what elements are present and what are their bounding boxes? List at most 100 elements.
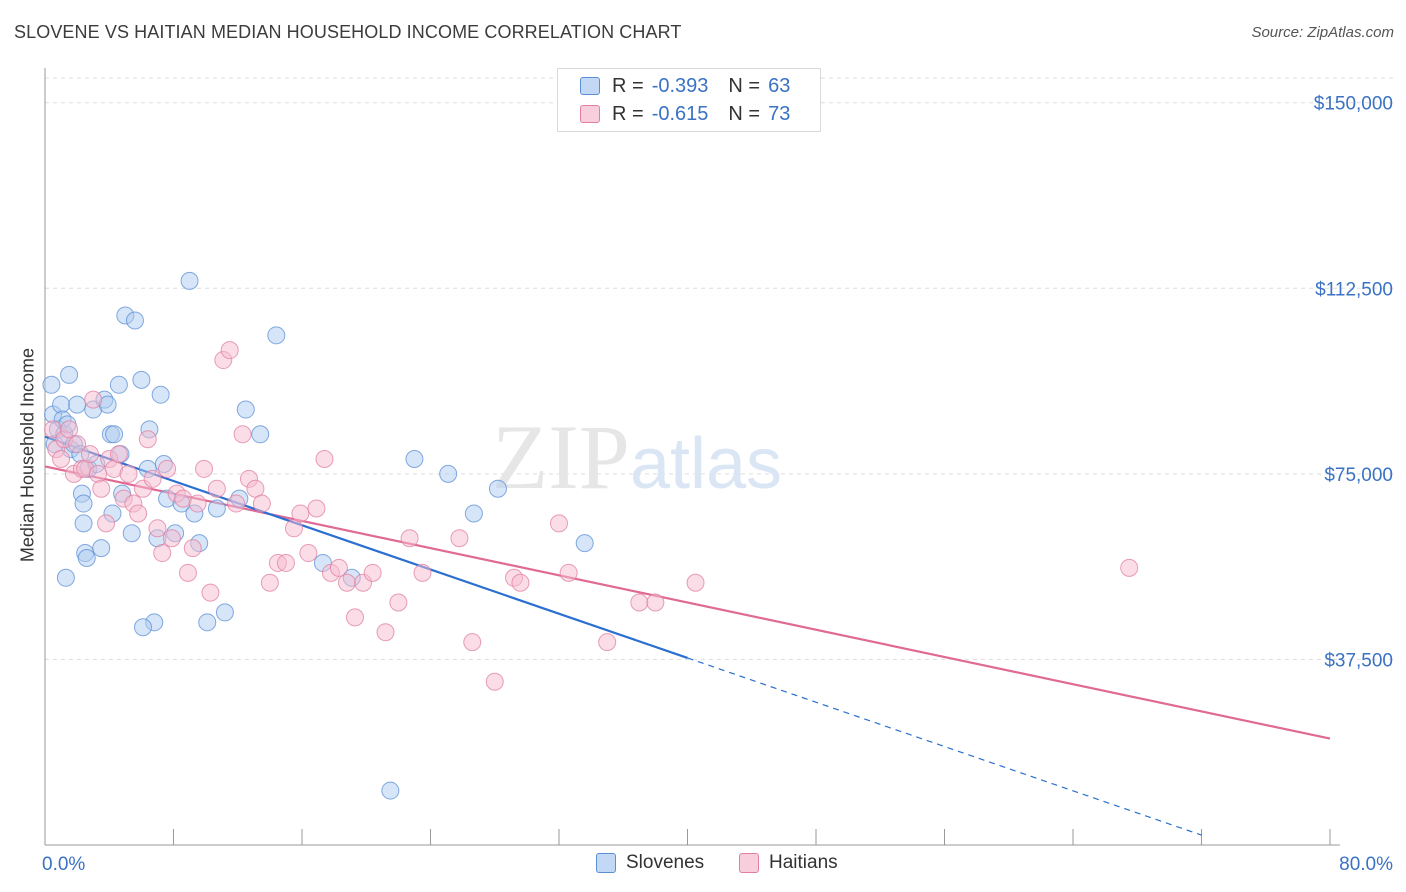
slovene-trend-extension bbox=[687, 657, 1202, 836]
legend-item-haitians: Haitians bbox=[739, 852, 838, 874]
haitians-swatch bbox=[580, 105, 600, 123]
y-tick-label: $37,500 bbox=[1324, 650, 1393, 671]
haitian-point bbox=[389, 593, 408, 612]
slovene-point bbox=[56, 568, 75, 587]
n-label: N = bbox=[728, 74, 761, 97]
haitian-point bbox=[598, 633, 617, 652]
haitian-point bbox=[68, 435, 87, 454]
r-value: -0.615 bbox=[651, 102, 709, 125]
haitian-point bbox=[363, 563, 382, 582]
haitian-point bbox=[158, 459, 177, 478]
slovene-point bbox=[488, 479, 507, 498]
haitian-point bbox=[485, 672, 504, 691]
slovene-point bbox=[52, 395, 71, 414]
y-tick-label: $112,500 bbox=[1315, 279, 1393, 300]
slovene-point bbox=[381, 781, 400, 800]
haitian-point bbox=[284, 519, 303, 538]
haitian-point bbox=[89, 464, 108, 483]
haitian-point bbox=[183, 539, 202, 558]
haitian-point bbox=[686, 573, 705, 592]
haitian-point bbox=[450, 529, 469, 548]
data-points bbox=[42, 271, 1139, 800]
haitian-point bbox=[178, 563, 197, 582]
slovene-point bbox=[68, 395, 87, 414]
slovene-point bbox=[267, 326, 286, 345]
n-label: N = bbox=[728, 102, 761, 125]
x-tick-label: 0.0% bbox=[42, 854, 85, 875]
haitian-point bbox=[119, 464, 138, 483]
slovene-point bbox=[92, 539, 111, 558]
legend-item-slovenes: Slovenes bbox=[596, 852, 704, 874]
haitian-point bbox=[80, 445, 99, 464]
slovene-point bbox=[439, 464, 458, 483]
haitian-point bbox=[630, 593, 649, 612]
haitian-point bbox=[148, 519, 167, 538]
haitian-point bbox=[346, 608, 365, 627]
haitian-point bbox=[153, 544, 172, 563]
haitian-point bbox=[109, 445, 128, 464]
haitian-point bbox=[376, 623, 395, 642]
slovene-point bbox=[198, 613, 217, 632]
haitian-point bbox=[559, 563, 578, 582]
haitian-point bbox=[188, 494, 207, 513]
haitian-point bbox=[97, 514, 116, 533]
slovenes-swatch bbox=[580, 77, 600, 95]
haitian-point bbox=[1120, 558, 1139, 577]
haitian-point bbox=[162, 529, 181, 548]
haitian-point bbox=[329, 558, 348, 577]
legend-row-haitians: R = -0.615 N = 73 bbox=[580, 103, 790, 125]
slovene-point bbox=[74, 494, 93, 513]
slovenes-legend-label: Slovenes bbox=[626, 852, 705, 873]
haitian-point bbox=[299, 544, 318, 563]
haitian-point bbox=[227, 494, 246, 513]
haitian-point bbox=[260, 573, 279, 592]
chart-title: SLOVENE VS HAITIAN MEDIAN HOUSEHOLD INCO… bbox=[14, 22, 682, 42]
y-tick-labels: $37,500 $75,000 $112,500 $150,000 bbox=[1314, 94, 1393, 672]
haitian-point bbox=[195, 459, 214, 478]
haitian-point bbox=[201, 583, 220, 602]
haitian-point bbox=[246, 479, 265, 498]
haitian-point bbox=[129, 504, 148, 523]
slovene-point bbox=[405, 450, 424, 469]
y-tick-label: $75,000 bbox=[1324, 465, 1393, 486]
slovene-point bbox=[575, 534, 594, 553]
slovene-point bbox=[60, 365, 79, 384]
haitian-point bbox=[413, 563, 432, 582]
slovene-point bbox=[464, 504, 483, 523]
n-value: 63 bbox=[768, 74, 791, 97]
slovene-point bbox=[122, 524, 141, 543]
slovene-point bbox=[251, 425, 270, 444]
haitian-point bbox=[511, 573, 530, 592]
haitian-point bbox=[233, 425, 252, 444]
slovene-point bbox=[74, 514, 93, 533]
legend-row-slovenes: R = -0.393 N = 63 bbox=[580, 75, 790, 97]
haitian-point bbox=[291, 504, 310, 523]
slovene-point bbox=[207, 499, 226, 518]
slovene-point bbox=[77, 548, 96, 567]
n-value: 73 bbox=[768, 102, 791, 125]
r-value: -0.393 bbox=[651, 74, 709, 97]
haitian-point bbox=[307, 499, 326, 518]
haitian-point bbox=[220, 341, 239, 360]
slovene-point bbox=[236, 400, 255, 419]
haitians-legend-label: Haitians bbox=[769, 852, 838, 873]
axes bbox=[44, 68, 1340, 846]
haitian-point bbox=[252, 494, 271, 513]
slovene-point bbox=[151, 385, 170, 404]
haitian-point bbox=[315, 450, 334, 469]
r-label: R = bbox=[612, 102, 644, 125]
haitian-point bbox=[463, 633, 482, 652]
slovene-point bbox=[215, 603, 234, 622]
x-tick-label: 80.0% bbox=[1339, 854, 1393, 875]
haitian-point bbox=[143, 469, 162, 488]
x-tick-labels: 0.0% 80.0% bbox=[42, 854, 1393, 875]
haitian-point bbox=[337, 573, 356, 592]
slovene-point bbox=[132, 370, 151, 389]
haitian-point bbox=[84, 390, 103, 409]
haitian-point bbox=[92, 479, 111, 498]
r-label: R = bbox=[612, 74, 644, 97]
haitian-point bbox=[276, 553, 295, 572]
haitian-point bbox=[400, 529, 419, 548]
grid-lines bbox=[45, 77, 1395, 660]
slovene-point bbox=[105, 425, 124, 444]
